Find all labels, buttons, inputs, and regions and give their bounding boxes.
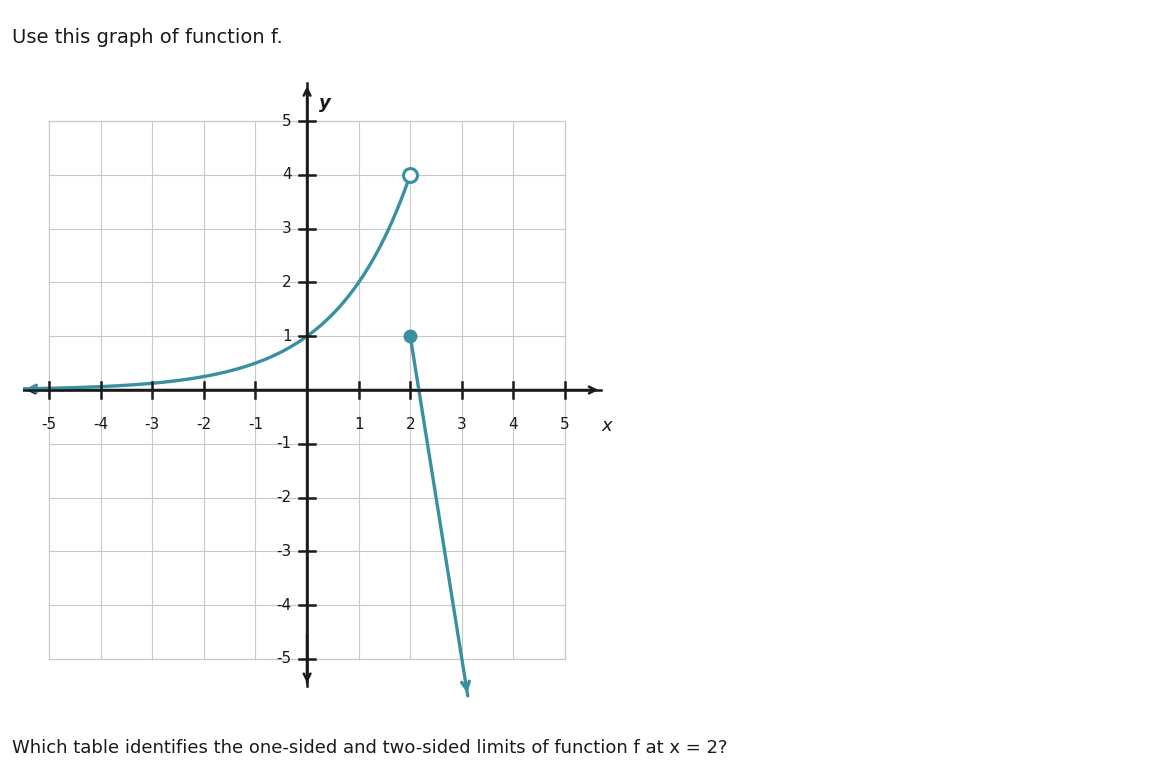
Text: -2: -2 — [276, 490, 292, 505]
Text: 4: 4 — [282, 168, 292, 183]
Text: y: y — [319, 94, 331, 112]
Text: -2: -2 — [196, 417, 211, 432]
Text: Use this graph of function f.: Use this graph of function f. — [12, 28, 282, 47]
Text: -3: -3 — [145, 417, 160, 432]
Text: 5: 5 — [560, 417, 570, 432]
Text: 2: 2 — [406, 417, 415, 432]
Text: -1: -1 — [248, 417, 264, 432]
Text: -3: -3 — [276, 544, 292, 559]
Text: 3: 3 — [282, 221, 292, 236]
Text: -4: -4 — [93, 417, 108, 432]
Text: -5: -5 — [276, 651, 292, 666]
Text: -1: -1 — [276, 436, 292, 452]
Text: 5: 5 — [282, 114, 292, 129]
Text: -4: -4 — [276, 597, 292, 612]
Text: -5: -5 — [42, 417, 57, 432]
Text: 4: 4 — [508, 417, 518, 432]
Text: 2: 2 — [282, 275, 292, 290]
Text: 1: 1 — [353, 417, 364, 432]
Text: Which table identifies the one-sided and two-sided limits of function f at x = 2: Which table identifies the one-sided and… — [12, 739, 728, 757]
Text: 1: 1 — [282, 328, 292, 344]
Text: x: x — [600, 417, 612, 435]
Text: 3: 3 — [457, 417, 466, 432]
